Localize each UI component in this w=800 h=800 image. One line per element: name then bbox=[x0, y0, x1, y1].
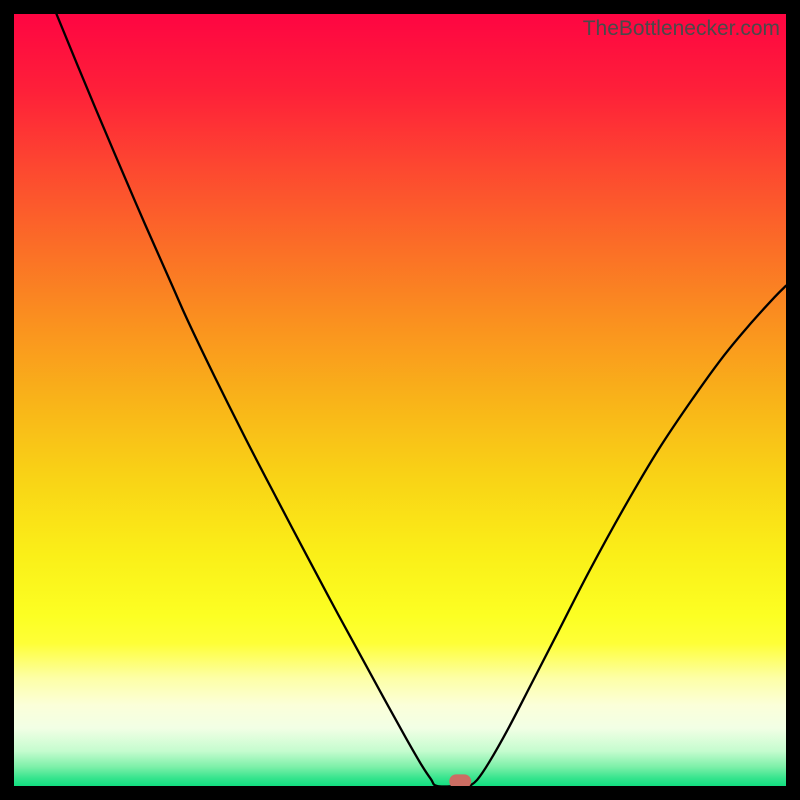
gradient-background bbox=[14, 14, 786, 786]
chart-frame: TheBottlenecker.com bbox=[0, 0, 800, 800]
bottleneck-marker bbox=[449, 774, 471, 786]
watermark-text: TheBottlenecker.com bbox=[583, 17, 780, 41]
plot-svg bbox=[14, 14, 786, 786]
plot-area bbox=[14, 14, 786, 786]
